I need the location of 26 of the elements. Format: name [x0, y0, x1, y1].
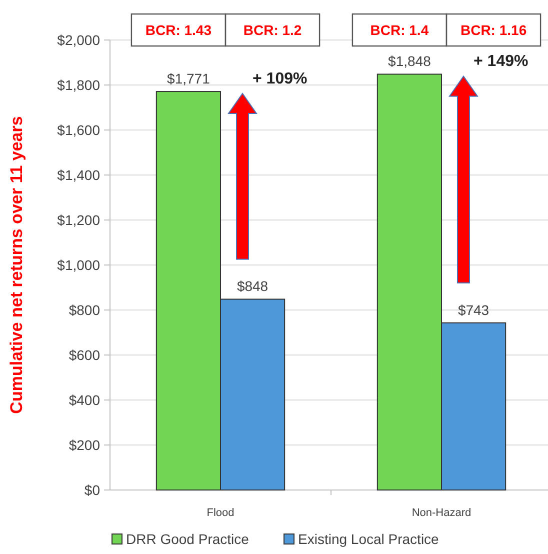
x-tick-label: Flood: [206, 507, 234, 519]
y-tick-label: $2,000: [57, 32, 100, 48]
legend-label: DRR Good Practice: [126, 531, 250, 547]
data-label: $743: [458, 302, 490, 318]
y-tick-label: $200: [68, 436, 100, 453]
legend-label: Existing Local Practice: [298, 531, 440, 547]
data-label: $1,771: [167, 70, 210, 87]
y-tick-label: $400: [68, 392, 100, 408]
text: BCR: 1.16: [460, 22, 527, 38]
y-axis-title: Cumulative net returns over 11 years: [7, 116, 26, 414]
y-tick-label: $1,400: [57, 166, 100, 183]
text: BCR: 1.43: [145, 22, 212, 38]
x-tick-label: Non-Hazard: [412, 507, 472, 519]
y-tick-label: $800: [68, 302, 100, 318]
text: BCR: 1.4: [370, 22, 429, 38]
annotation: + 149%: [474, 53, 528, 70]
data-label: $848: [236, 278, 268, 294]
y-tick-label: $1,000: [57, 256, 100, 273]
y-tick-label: $1,800: [57, 76, 100, 93]
annotation: + 109%: [252, 70, 308, 88]
data-label: $1,848: [388, 53, 432, 70]
y-tick-label: $0: [84, 482, 100, 498]
text: BCR: 1.2: [243, 22, 302, 38]
y-tick-label: $1,600: [57, 122, 100, 138]
y-tick-label: $1,200: [57, 212, 100, 228]
y-tick-label: $600: [68, 346, 100, 363]
